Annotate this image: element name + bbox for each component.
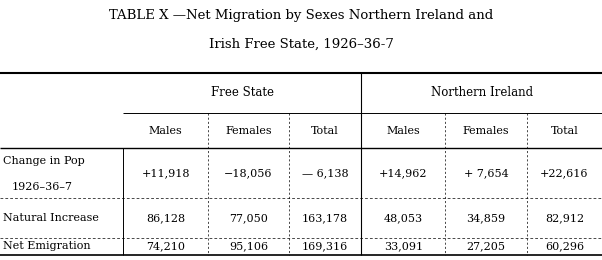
Text: 27,205: 27,205 [467, 241, 506, 251]
Text: Net Emigration: Net Emigration [3, 241, 91, 251]
Text: TABLE X —Net Migration by Sexes Northern Ireland and: TABLE X —Net Migration by Sexes Northern… [109, 9, 493, 22]
Text: Females: Females [463, 126, 509, 136]
Text: +22,616: +22,616 [540, 168, 589, 178]
Text: 77,050: 77,050 [229, 213, 268, 223]
Text: Total: Total [311, 126, 339, 136]
Text: 48,053: 48,053 [384, 213, 423, 223]
Text: −18,056: −18,056 [224, 168, 273, 178]
Text: + 7,654: + 7,654 [464, 168, 509, 178]
Text: Males: Males [386, 126, 420, 136]
Text: Free State: Free State [211, 86, 274, 100]
Text: 82,912: 82,912 [545, 213, 584, 223]
Text: 95,106: 95,106 [229, 241, 268, 251]
Text: 169,316: 169,316 [302, 241, 348, 251]
Text: 86,128: 86,128 [146, 213, 185, 223]
Text: Natural Increase: Natural Increase [3, 213, 99, 223]
Text: +14,962: +14,962 [379, 168, 427, 178]
Text: Change in Pop: Change in Pop [3, 156, 85, 166]
Text: 163,178: 163,178 [302, 213, 348, 223]
Text: — 6,138: — 6,138 [302, 168, 349, 178]
Text: Northern Ireland: Northern Ireland [430, 86, 533, 100]
Text: 74,210: 74,210 [146, 241, 185, 251]
Text: 1926–36–7: 1926–36–7 [12, 182, 73, 192]
Text: Males: Males [149, 126, 182, 136]
Text: 33,091: 33,091 [384, 241, 423, 251]
Text: +11,918: +11,918 [141, 168, 190, 178]
Text: 34,859: 34,859 [467, 213, 506, 223]
Text: Total: Total [550, 126, 579, 136]
Text: Irish Free State, 1926–36-7: Irish Free State, 1926–36-7 [208, 38, 394, 51]
Text: Females: Females [225, 126, 272, 136]
Text: 60,296: 60,296 [545, 241, 584, 251]
